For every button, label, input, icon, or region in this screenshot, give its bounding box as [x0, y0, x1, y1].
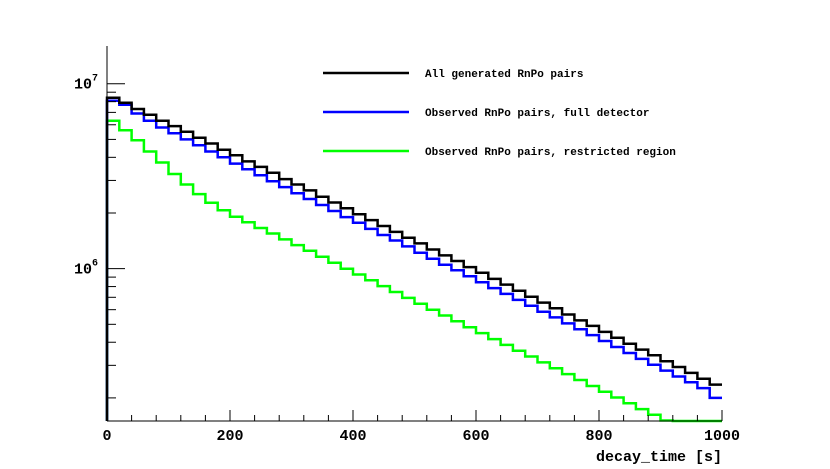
legend: All generated RnPo pairs Observed RnPo p… — [323, 69, 676, 159]
y-tick-label: 106 — [74, 259, 98, 279]
legend-label-2: Observed RnPo pairs, restricted region — [425, 147, 676, 159]
x-tick-label: 0 — [102, 428, 111, 445]
series-line-all-generated — [105, 96, 722, 421]
legend-label-0: All generated RnPo pairs — [425, 69, 583, 81]
x-tick-label: 1000 — [704, 428, 740, 445]
legend-entry-1: Observed RnPo pairs, full detector — [323, 108, 649, 120]
y-tick-label: 107 — [74, 74, 98, 94]
y-axis-ticks: 106 107 — [74, 74, 125, 399]
legend-entry-0: All generated RnPo pairs — [323, 69, 583, 81]
x-tick-label: 800 — [585, 428, 612, 445]
x-axis-ticks: 0 200 400 600 800 1000 — [102, 410, 740, 445]
series-layer — [105, 96, 722, 423]
x-tick-label: 200 — [216, 428, 243, 445]
x-tick-label: 600 — [462, 428, 489, 445]
legend-entry-2: Observed RnPo pairs, restricted region — [323, 147, 676, 159]
series-line-restricted-region — [105, 119, 722, 423]
series-line-full-detector — [105, 99, 722, 421]
legend-label-1: Observed RnPo pairs, full detector — [425, 108, 649, 120]
x-tick-label: 400 — [339, 428, 366, 445]
x-axis-title: decay_time [s] — [596, 449, 722, 466]
